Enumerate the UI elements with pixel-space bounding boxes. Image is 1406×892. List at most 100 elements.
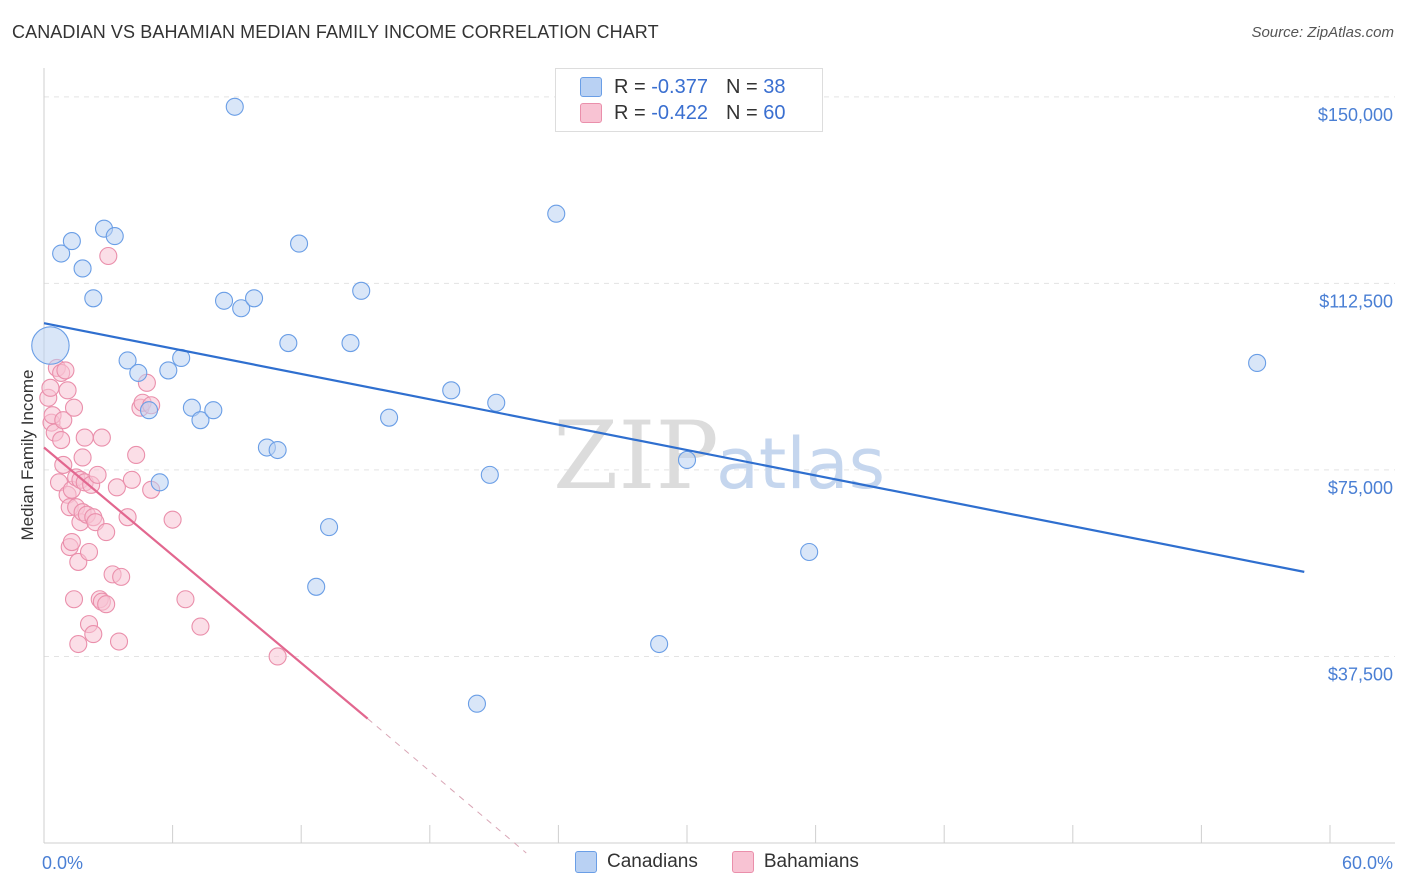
canadians-point [244,289,264,308]
source-label: Source: ZipAtlas.com [1251,24,1394,41]
axes [43,68,1395,844]
bahamians-point [97,523,116,542]
bahamians-point [73,448,92,467]
trend-lines [43,322,1305,854]
canadians-point [320,518,339,537]
canadians-point [547,204,566,223]
bahamians-trend-line [43,446,369,720]
canadians-point [191,411,210,430]
canadians-point [800,542,819,562]
canadians-n-label: N = [725,75,758,98]
stats-legend: R = -0.377 N = 38 R = -0.422 N = 60 [555,68,823,132]
canadians-point [31,326,70,365]
legend-row-canadians: R = -0.377 N = 38 [580,74,785,100]
canadians-point [268,440,287,460]
bahamians-point [88,465,107,484]
canadians-points [31,97,1267,713]
x-tick-labels: 0.0% 60.0% [42,853,1393,873]
bahamians-point [268,647,287,666]
canadians-point [129,363,148,382]
bahamians-point [127,445,146,465]
canadians-r-label: R = [614,75,646,98]
canadians-point [290,234,309,253]
chart-title: CANADIAN VS BAHAMIAN MEDIAN FAMILY INCOM… [12,22,659,42]
legend-row-bahamians: R = -0.422 N = 60 [580,100,785,126]
bahamians-point [62,532,81,552]
bahamians-point [176,590,195,609]
canadians-point [84,289,103,308]
canadians-point [341,334,360,353]
canadians-point [467,694,487,713]
canadians-r-value: -0.377 [651,75,708,98]
canadians-n-value: 38 [763,75,786,98]
bahamians-point [84,625,103,644]
canadians-point [52,244,71,263]
canadians-point [1248,353,1267,373]
canadians-point [150,473,169,492]
series-legend: Canadians Bahamians [575,851,893,873]
watermark-atlas: atlas [716,423,885,505]
bahamians-point [58,381,77,400]
x-tick-label-max: 60.0% [1342,853,1393,873]
y-tick-labels: $37,500 $75,000 $112,500 $150,000 [1318,105,1393,685]
legend-item-canadians: Canadians [575,851,698,873]
canadians-point [225,97,244,116]
bahamians-point [122,470,141,489]
bahamians-point [54,411,73,430]
canadians-point [307,577,326,596]
bahamians-point [163,510,182,529]
canadians-point [182,398,201,417]
bahamians-r-label: R = [614,101,646,124]
canadians-point [677,450,697,470]
grid [44,96,1395,657]
legend-item-bahamians: Bahamians [731,851,859,873]
canadians-point [62,232,81,251]
bahamians-point [107,478,126,497]
bahamians-point [97,595,116,614]
bahamians-n-value: 60 [763,101,786,124]
bahamians-point [112,567,131,586]
canadians-point [480,465,499,484]
bahamians-legend-label: Bahamians [763,851,859,872]
canadians-point [204,401,223,420]
bahamians-point [79,542,99,562]
canadians-trend-line [43,322,1305,573]
bahamians-n-label: N = [725,101,758,124]
bahamians-point [109,632,129,651]
bahamians-point [69,634,88,654]
bahamians-point [52,431,71,450]
canadians-point [105,227,124,246]
y-tick-label: $112,500 [1319,291,1393,311]
bahamians-point [99,246,118,266]
bahamians-trend-extension [367,718,527,854]
x-tick-label-min: 0.0% [42,853,83,873]
canadians-point [73,259,92,278]
y-tick-label: $37,500 [1328,664,1393,684]
canadians-point [352,281,371,300]
bahamians-swatch [580,103,602,123]
canadians-point [442,381,461,400]
canadians-point [118,351,137,370]
canadians-point [214,291,234,310]
canadians-point [487,393,506,412]
bahamians-point [92,428,111,447]
bahamians-r-value: -0.422 [651,101,708,124]
y-tick-label: $75,000 [1328,478,1393,498]
bahamians-point [75,428,94,447]
canadians-legend-label: Canadians [607,851,698,872]
bahamians-point [41,378,60,397]
bahamians-point [64,590,84,609]
canadians-legend-swatch [575,851,597,873]
bahamians-legend-swatch [731,851,754,873]
y-tick-label: $150,000 [1318,105,1393,125]
canadians-point [159,361,178,380]
canadians-point [380,408,399,427]
canadians-point [279,334,298,353]
canadians-point [650,634,669,654]
bahamians-point [56,361,75,380]
bahamians-point [191,617,210,636]
canadians-swatch [580,77,602,97]
canadians-point [139,401,159,420]
bahamians-point [64,398,84,417]
